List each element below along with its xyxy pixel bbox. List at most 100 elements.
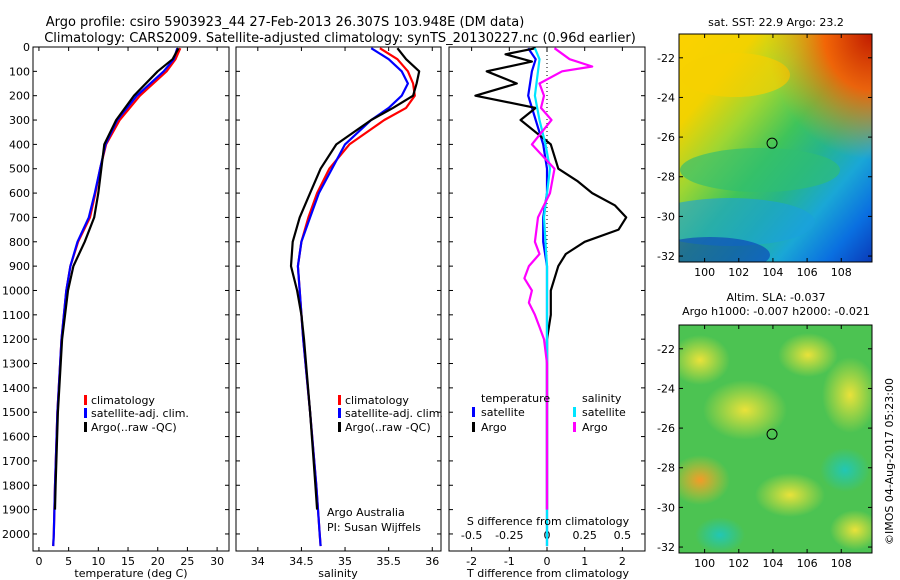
argo-position-marker [766,428,778,440]
sst-map-ticks: 100 102 104 106 108 -22 -24 -26 -28 -30 -32 [657,34,872,279]
legend-salinity-heading: salinity [582,392,622,405]
x-tick-label: 0 [35,555,42,568]
lat-tick-label: -26 [657,131,675,144]
difference-lines [474,47,628,547]
x-tick-label: 20 [151,555,165,568]
legend-s-satellite-swatch [573,407,576,417]
argo-info-line-1: Argo Australia [327,506,405,519]
sla-map-title-1: Altim. SLA: -0.037 [726,291,825,304]
sla-blob [703,380,787,440]
sst-map-title: sat. SST: 22.9 Argo: 23.2 [708,16,844,29]
y-tick-label: 2000 [2,528,30,541]
y-tick-label: 1400 [2,382,30,395]
difference-panel: -2 -1 0 1 2 -0.5 -0.25 0 0.25 0.5 T difference f… [448,46,646,580]
lat-tick-label: -28 [657,462,675,475]
lon-tick-label: 100 [694,557,715,570]
lon-tick-label: 108 [831,266,852,279]
credit-text: ©IMOS 04-Aug-2017 05:23:00 [883,378,896,545]
y-tick-label: 1800 [2,479,30,492]
x-tick-label: 0 [544,555,551,568]
legend-t-argo-swatch [472,422,475,432]
y-tick-label: 700 [9,211,30,224]
legend-argo-swatch [338,422,341,432]
temperature-x-axis: 0 5 10 15 20 25 30 [35,47,224,568]
y-tick-label: 1700 [2,455,30,468]
temperature-xlabel: temperature (deg C) [74,567,187,580]
y-tick-label: 300 [9,114,30,127]
x2-tick-label: 0.5 [614,529,632,542]
y-tick-label: 1500 [2,406,30,419]
difference-legend: temperature salinity satellite Argo sate… [472,392,626,434]
lat-tick-label: -24 [657,91,675,104]
y-tick-label: 100 [9,65,30,78]
x-tick-label: 15 [121,555,135,568]
y-tick-label: 1300 [2,358,30,371]
sst-field [679,34,872,262]
legend-satellite-swatch [84,408,87,418]
lon-tick-label: 108 [831,557,852,570]
x-tick-label: 25 [180,555,194,568]
t-diff-xlabel: T difference from climatology [466,567,629,580]
x-tick-label: 10 [91,555,105,568]
legend-climatology: climatology [345,394,409,407]
x-tick-label: 35.5 [376,555,401,568]
legend-climatology: climatology [91,394,155,407]
salinity-x-axis: 34 34.5 35 35.5 36 [251,47,439,568]
legend-argo: Argo(..raw -QC) [91,421,177,434]
difference-depth-ticks [449,46,645,535]
x2-tick-label: -0.5 [461,529,482,542]
y-tick-label: 1100 [2,309,30,322]
x-tick-label: 1 [581,555,588,568]
x-tick-label: 5 [65,555,72,568]
x-tick-label: 34 [251,555,265,568]
sla-blob [679,335,730,385]
series-line-temperature-argo [474,47,628,510]
salinity-axes-frame [235,46,442,552]
sla-blob [830,510,872,550]
argo-position-marker [766,137,778,149]
lon-tick-label: 100 [694,266,715,279]
sla-blob [679,455,730,505]
y-tick-label: 0 [23,41,30,54]
sla-map-frame [678,324,873,554]
legend-s-satellite: satellite [582,406,626,419]
legend-t-satellite-swatch [472,407,475,417]
sla-field [679,325,872,553]
sla-map-title-2: Argo h1000: -0.007 h2000: -0.021 [682,305,870,318]
lon-tick-label: 104 [762,557,783,570]
sla-blob [695,517,745,553]
legend-climatology-swatch [84,395,87,405]
y-tick-label: 400 [9,138,30,151]
temperature-legend: climatology satellite-adj. clim. Argo(..… [84,394,189,434]
series-line-argo-raw-qc- [53,47,180,510]
salinity-depth-ticks [236,46,441,535]
legend-temperature-heading: temperature [481,392,550,405]
lat-tick-label: -26 [657,422,675,435]
x-tick-label: 34.5 [289,555,314,568]
sla-blob [755,473,825,517]
lat-tick-label: -22 [657,343,675,356]
y-tick-label: 800 [9,236,30,249]
x-tick-label: 35 [338,555,352,568]
temperature-panel: 0100200300400500600700800900100011001200… [2,41,230,580]
x-tick-label: 2 [619,555,626,568]
lat-tick-label: -32 [657,250,675,263]
lat-tick-label: -32 [657,541,675,554]
legend-t-argo: Argo [481,421,507,434]
y-tick-label: 1000 [2,284,30,297]
lat-tick-label: -22 [657,52,675,65]
salinity-xlabel: salinity [318,567,358,580]
x2-tick-label: 0.25 [572,529,597,542]
lon-tick-label: 102 [728,266,749,279]
legend-satellite: satellite-adj. clim. [345,407,443,420]
salinity-legend: climatology satellite-adj. clim. Argo(..… [338,394,443,434]
y-tick-label: 900 [9,260,30,273]
title-line-2: Climatology: CARS2009. Satellite-adjuste… [44,31,636,46]
series-line-argo-raw-qc- [289,47,421,510]
legend-s-argo: Argo [582,421,608,434]
lon-tick-label: 104 [762,266,783,279]
legend-argo: Argo(..raw -QC) [345,421,431,434]
temperature-lines [52,47,182,547]
sst-warm-corner [679,34,872,262]
